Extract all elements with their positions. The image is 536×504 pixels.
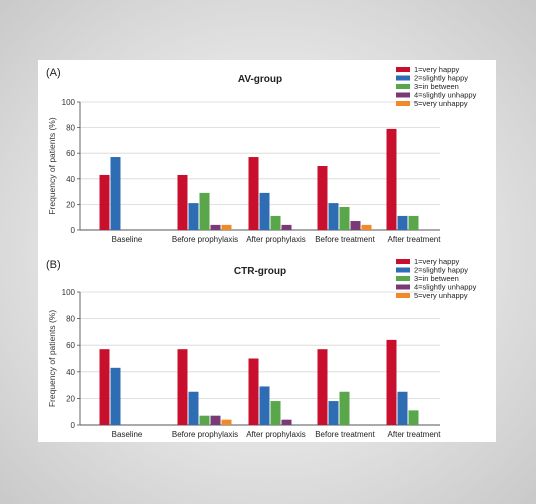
x-tick-label: Before treatment bbox=[315, 430, 375, 439]
bar bbox=[188, 203, 199, 230]
bar bbox=[361, 224, 372, 230]
bar bbox=[281, 224, 292, 230]
legend-swatch bbox=[396, 101, 410, 106]
bar bbox=[386, 128, 397, 230]
bar bbox=[210, 224, 221, 230]
y-tick-label: 60 bbox=[66, 341, 75, 350]
figure: (A) AV-group 0 20 40 60 80 100 Frequency of pati… bbox=[38, 60, 496, 442]
bar bbox=[339, 206, 350, 230]
bar bbox=[350, 221, 361, 230]
bar bbox=[110, 367, 121, 425]
bar bbox=[177, 349, 188, 425]
y-axis-label: Frequency of patients (%) bbox=[47, 117, 57, 214]
bar bbox=[199, 415, 210, 425]
y-tick-label: 0 bbox=[71, 226, 76, 235]
chart-title: AV-group bbox=[238, 74, 282, 85]
y-tick-label: 80 bbox=[66, 315, 75, 324]
y-tick-label: 20 bbox=[66, 200, 75, 209]
x-tick-label: After prophylaxis bbox=[246, 235, 306, 244]
x-tick-label: After treatment bbox=[388, 235, 442, 244]
bar bbox=[317, 349, 328, 425]
bar bbox=[188, 391, 199, 425]
bar bbox=[397, 391, 408, 425]
bar bbox=[221, 419, 232, 425]
bar bbox=[259, 386, 270, 425]
chart-title: CTR-group bbox=[234, 266, 286, 277]
legend-swatch bbox=[396, 75, 410, 81]
panel-ctr-group: (B) CTR-group 0 20 40 60 80 100 Frequency of pat… bbox=[46, 257, 477, 439]
panel-av-group: (A) AV-group 0 20 40 60 80 100 Frequency of pati… bbox=[46, 65, 477, 244]
y-tick-label: 100 bbox=[62, 98, 76, 107]
x-tick-label: Baseline bbox=[112, 430, 143, 439]
legend-entry: 5=very unhappy bbox=[414, 99, 468, 108]
legend-entry: 4=slightly unhappy bbox=[414, 91, 477, 100]
bar bbox=[339, 391, 350, 425]
bar bbox=[177, 174, 188, 230]
bar-charts: (A) AV-group 0 20 40 60 80 100 Frequency of pati… bbox=[46, 65, 477, 439]
bar bbox=[328, 401, 339, 425]
legend-swatch bbox=[396, 67, 410, 72]
bar bbox=[199, 192, 210, 230]
x-tick-label: Baseline bbox=[112, 235, 143, 244]
bar bbox=[270, 401, 281, 425]
y-tick-label: 0 bbox=[71, 421, 76, 430]
legend-entry: 2=slightly happy bbox=[414, 266, 468, 275]
y-tick-label: 40 bbox=[66, 175, 75, 184]
bar bbox=[270, 215, 281, 230]
bar bbox=[397, 215, 408, 230]
legend-entry: 5=very unhappy bbox=[414, 291, 468, 300]
y-tick-label: 80 bbox=[66, 124, 75, 133]
x-tick-label: Before treatment bbox=[315, 235, 375, 244]
bar bbox=[408, 215, 419, 230]
legend-swatch bbox=[396, 92, 410, 98]
legend-entry: 1=very happy bbox=[414, 257, 459, 266]
bar bbox=[210, 415, 221, 425]
bar bbox=[99, 174, 110, 230]
legend-entry: 2=slightly happy bbox=[414, 74, 468, 83]
bar bbox=[110, 157, 121, 230]
y-tick-label: 40 bbox=[66, 368, 75, 377]
x-tick-label: Before prophylaxis bbox=[172, 430, 238, 439]
y-axis-label: Frequency of patients (%) bbox=[47, 310, 57, 407]
legend-swatch bbox=[396, 267, 410, 273]
x-tick-label: Before prophylaxis bbox=[172, 235, 238, 244]
x-tick-label: After prophylaxis bbox=[246, 430, 306, 439]
legend-swatch bbox=[396, 259, 410, 264]
bar bbox=[248, 157, 259, 230]
bar bbox=[259, 192, 270, 230]
x-tick-label: After treatment bbox=[388, 430, 442, 439]
bar bbox=[408, 410, 419, 425]
bar bbox=[328, 203, 339, 230]
legend-entry: 4=slightly unhappy bbox=[414, 283, 477, 292]
panel-label: (B) bbox=[46, 259, 61, 271]
legend-swatch bbox=[396, 84, 410, 89]
y-tick-label: 20 bbox=[66, 394, 75, 403]
bar bbox=[99, 349, 110, 425]
legend-entry: 3=in between bbox=[414, 274, 459, 283]
panel-label: (A) bbox=[46, 67, 61, 79]
legend-entry: 3=in between bbox=[414, 82, 459, 91]
bar bbox=[281, 419, 292, 425]
bar bbox=[386, 339, 397, 425]
bar bbox=[317, 166, 328, 230]
bar bbox=[221, 224, 232, 230]
bar bbox=[248, 358, 259, 425]
legend-entry: 1=very happy bbox=[414, 65, 459, 74]
legend-swatch bbox=[396, 276, 410, 281]
y-tick-label: 100 bbox=[62, 288, 76, 297]
legend-swatch bbox=[396, 293, 410, 298]
legend-swatch bbox=[396, 284, 410, 290]
y-tick-label: 60 bbox=[66, 149, 75, 158]
